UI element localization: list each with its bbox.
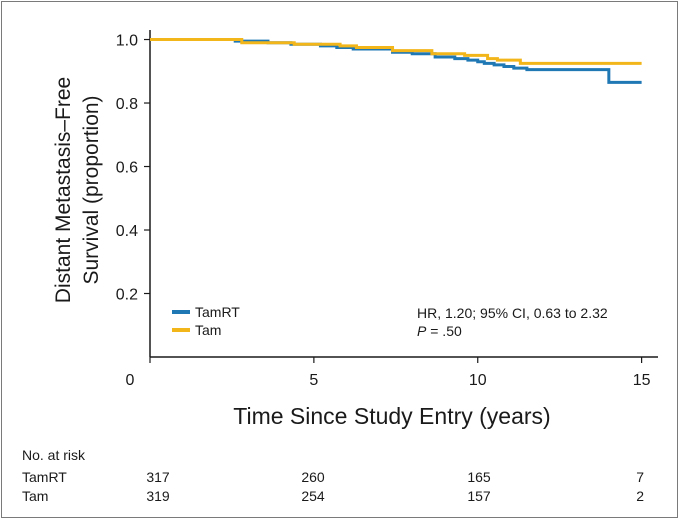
risk-row-label-tam: Tam (22, 488, 48, 504)
x-ticks: 0 5 10 15 (126, 357, 651, 389)
legend-label-tamrt: TamRT (195, 304, 240, 320)
y-axis-label-line1: Distant Metastasis–Free (52, 77, 75, 303)
survival-curve-tamrt (150, 38, 642, 84)
y-ticks: 0.2 0.4 0.6 0.8 1.0 (116, 33, 150, 304)
risk-value-tam: 254 (301, 488, 325, 504)
y-axis-label-group: Distant Metastasis–Free Survival (propor… (52, 77, 103, 303)
risk-value-tamrt: 165 (467, 469, 491, 485)
survival-curves (150, 38, 642, 84)
y-tick-label: 0.6 (116, 160, 138, 177)
y-tick-label: 0.2 (116, 287, 138, 304)
risk-value-tam: 157 (467, 488, 491, 504)
y-tick-label: 0.4 (116, 223, 138, 240)
legend-label-tam: Tam (195, 322, 221, 338)
risk-value-tamrt: 317 (146, 469, 170, 485)
p-value: = .50 (426, 323, 462, 339)
risk-row-label-tamrt: TamRT (22, 469, 67, 485)
x-axis-label: Time Since Study Entry (years) (233, 403, 550, 429)
survival-curve-tam (150, 38, 642, 65)
risk-table: No. at risk TamRT Tam 317 260 165 7 319 254 15… (22, 447, 644, 504)
risk-value-tamrt: 7 (636, 469, 644, 485)
y-tick-label: 0.8 (116, 96, 138, 113)
x-tick-label: 0 (126, 372, 135, 389)
y-axis-label-line2: Survival (proportion) (80, 95, 103, 284)
risk-value-tam: 2 (636, 488, 644, 504)
x-tick-label: 5 (309, 372, 318, 389)
y-tick-label: 1.0 (116, 33, 138, 50)
p-value-text: P = .50 (417, 323, 462, 339)
risk-value-tamrt: 260 (301, 469, 325, 485)
p-symbol: P (417, 323, 427, 339)
hazard-ratio-text: HR, 1.20; 95% CI, 0.63 to 2.32 (417, 305, 608, 321)
x-tick-label: 15 (633, 372, 651, 389)
risk-table-header: No. at risk (22, 447, 86, 463)
risk-value-tam: 319 (146, 488, 170, 504)
stats-annotation: HR, 1.20; 95% CI, 0.63 to 2.32 P = .50 (417, 305, 608, 339)
x-tick-label: 10 (469, 372, 487, 389)
legend: TamRT Tam (172, 304, 240, 338)
risk-values: 317 260 165 7 319 254 157 2 (146, 469, 644, 504)
